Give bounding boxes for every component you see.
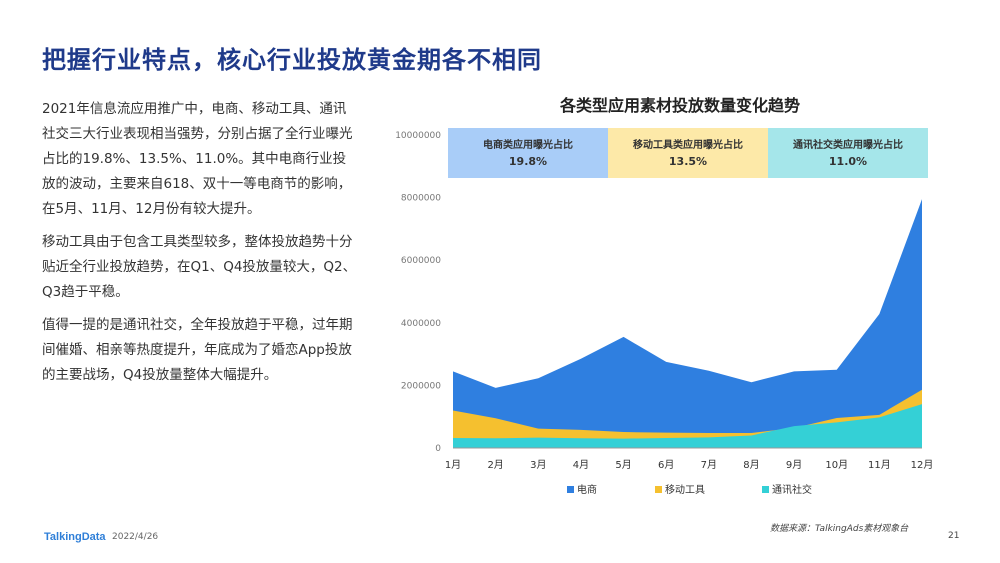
y-tick-label: 2000000 — [401, 381, 441, 391]
share-box-value: 13.5% — [669, 155, 707, 168]
legend-label: 移动工具 — [665, 483, 705, 496]
x-tick-label: 2月 — [487, 459, 503, 471]
y-tick-label: 10000000 — [395, 131, 441, 141]
share-box — [768, 128, 928, 178]
legend-swatch — [762, 486, 769, 493]
x-tick-label: 8月 — [743, 459, 759, 471]
x-tick-label: 1月 — [445, 459, 461, 471]
x-axis: 1月 2月 3月 4月 5月 6月 7月 8月 9月 10月 11月 12月 — [445, 447, 934, 471]
share-box — [608, 128, 768, 178]
legend-label: 电商 — [577, 483, 597, 496]
y-tick-label: 8000000 — [401, 194, 441, 204]
x-tick-label: 11月 — [868, 459, 891, 471]
chart-areas — [453, 199, 922, 448]
x-tick-label: 4月 — [573, 459, 589, 471]
legend-swatch — [567, 486, 574, 493]
footer-date: 2022/4/26 — [112, 532, 159, 542]
share-box-label: 通讯社交类应用曝光占比 — [793, 138, 903, 151]
area-series-通讯社交 — [453, 404, 922, 448]
y-tick-label: 6000000 — [401, 256, 441, 266]
x-tick-label: 9月 — [786, 459, 802, 471]
y-tick-label: 0 — [435, 444, 441, 454]
data-source: 数据来源：TalkingAds素材观象台 — [770, 524, 909, 534]
share-boxes: 电商类应用曝光占比 19.8% 移动工具类应用曝光占比 13.5% 通讯社交类应用曝光占… — [448, 128, 928, 178]
paragraph-social: 值得一提的是通讯社交，全年投放趋于平稳，过年期间催婚、相亲等热度提升，年底成为了… — [42, 317, 353, 383]
x-tick-label: 7月 — [701, 459, 717, 471]
page-number: 21 — [948, 531, 960, 541]
page-title: 把握行业特点，核心行业投放黄金期各不相同 — [42, 46, 542, 74]
share-box — [448, 128, 608, 178]
x-tick-label: 5月 — [615, 459, 631, 471]
share-box-label: 电商类应用曝光占比 — [483, 138, 573, 151]
x-tick-label: 10月 — [825, 459, 848, 471]
legend-swatch — [655, 486, 662, 493]
talkingdata-logo: TalkingData — [44, 531, 106, 543]
paragraph-mobile-tools: 移动工具由于包含工具类型较多，整体投放趋势十分贴近全行业投放趋势，在Q1、Q4投… — [42, 234, 357, 300]
share-box-value: 19.8% — [509, 155, 547, 168]
area-chart: 电商类应用曝光占比 19.8% 移动工具类应用曝光占比 13.5% 通讯社交类应用曝光占… — [395, 128, 934, 496]
x-tick-label: 12月 — [911, 459, 934, 471]
x-tick-label: 3月 — [530, 459, 546, 471]
legend-label: 通讯社交 — [772, 483, 812, 496]
area-series-电商 — [453, 199, 922, 448]
chart-title: 各类型应用素材投放数量变化趋势 — [559, 96, 800, 115]
paragraph-ecommerce: 2021年信息流应用推广中，电商、移动工具、通讯社交三大行业表现相当强势，分别占… — [42, 101, 353, 217]
share-box-label: 移动工具类应用曝光占比 — [633, 138, 743, 151]
x-tick-label: 6月 — [658, 459, 674, 471]
legend: 电商 移动工具 通讯社交 — [567, 483, 812, 496]
body-text: 2021年信息流应用推广中，电商、移动工具、通讯社交三大行业表现相当强势，分别占… — [42, 97, 357, 396]
y-tick-label: 4000000 — [401, 319, 441, 329]
share-box-value: 11.0% — [829, 155, 867, 168]
y-axis: 0 2000000 4000000 6000000 8000000 10000000 — [395, 131, 441, 454]
